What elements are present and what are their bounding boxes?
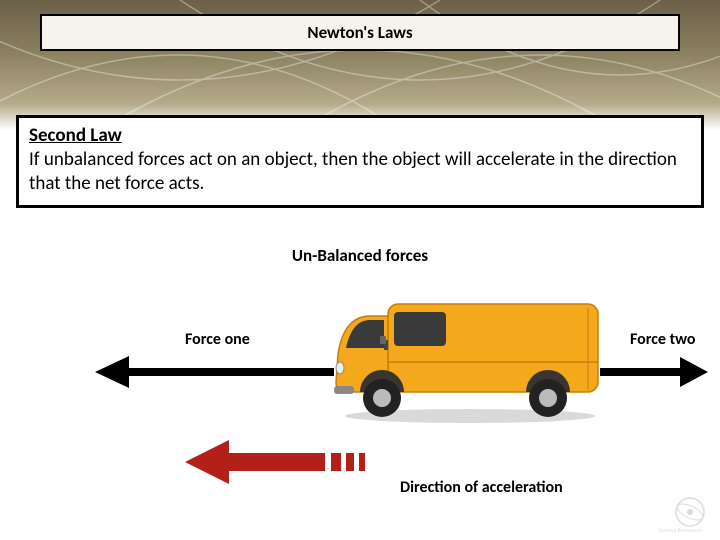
watermark-logo: Science Resources (654, 494, 710, 534)
direction-label: Direction of acceleration (400, 478, 563, 497)
law-heading: Second Law (29, 124, 122, 147)
law-definition-box: Second Law If unbalanced forces act on a… (16, 115, 704, 208)
svg-text:Science Resources: Science Resources (658, 526, 703, 534)
van-illustration (330, 290, 610, 425)
force-one-label: Force one (185, 330, 250, 349)
acceleration-arrow (185, 438, 375, 486)
force-two-label: Force two (630, 330, 696, 349)
force-two-arrow (600, 354, 708, 390)
law-body: If unbalanced forces act on an object, t… (29, 148, 677, 195)
slide-title: Newton's Laws (40, 14, 680, 51)
unbalanced-forces-label: Un-Balanced forces (0, 245, 720, 266)
force-one-arrow (95, 352, 340, 392)
